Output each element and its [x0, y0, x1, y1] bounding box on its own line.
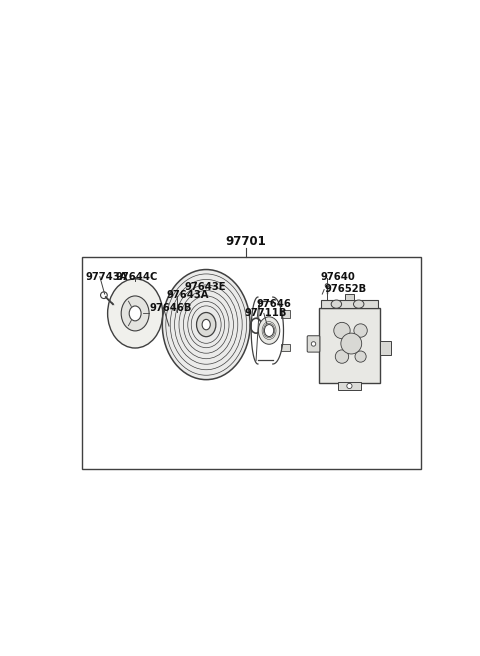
Ellipse shape: [202, 319, 210, 330]
Ellipse shape: [173, 316, 181, 327]
Circle shape: [335, 350, 348, 363]
Text: 97646B: 97646B: [149, 303, 192, 313]
Ellipse shape: [331, 300, 342, 308]
Ellipse shape: [258, 317, 280, 344]
FancyBboxPatch shape: [307, 336, 320, 352]
Bar: [338, 382, 360, 390]
Ellipse shape: [121, 296, 149, 331]
Text: 97644C: 97644C: [115, 272, 157, 281]
Ellipse shape: [196, 312, 216, 337]
Ellipse shape: [108, 279, 163, 348]
Bar: [380, 340, 391, 355]
Circle shape: [100, 292, 107, 298]
Ellipse shape: [264, 325, 274, 337]
Text: 97643E: 97643E: [185, 281, 226, 292]
Text: 97643A: 97643A: [166, 290, 208, 300]
Ellipse shape: [353, 300, 364, 308]
Ellipse shape: [162, 270, 250, 380]
Circle shape: [355, 351, 366, 362]
Circle shape: [325, 283, 329, 287]
Text: 97652B: 97652B: [324, 284, 366, 295]
Circle shape: [312, 342, 316, 346]
Text: 97701: 97701: [226, 235, 266, 247]
Ellipse shape: [129, 306, 141, 321]
Circle shape: [347, 383, 352, 388]
Bar: [319, 308, 380, 382]
Circle shape: [354, 324, 367, 337]
Text: 97646: 97646: [256, 300, 291, 310]
Bar: [83, 257, 421, 469]
Bar: [345, 295, 354, 300]
Text: 97743A: 97743A: [85, 272, 128, 281]
Bar: [321, 300, 378, 308]
Text: 97640: 97640: [321, 272, 355, 282]
Circle shape: [334, 322, 350, 338]
Ellipse shape: [170, 312, 185, 331]
Bar: [281, 310, 289, 318]
Text: 97711B: 97711B: [244, 308, 287, 318]
Circle shape: [341, 333, 362, 354]
Bar: [281, 344, 289, 351]
